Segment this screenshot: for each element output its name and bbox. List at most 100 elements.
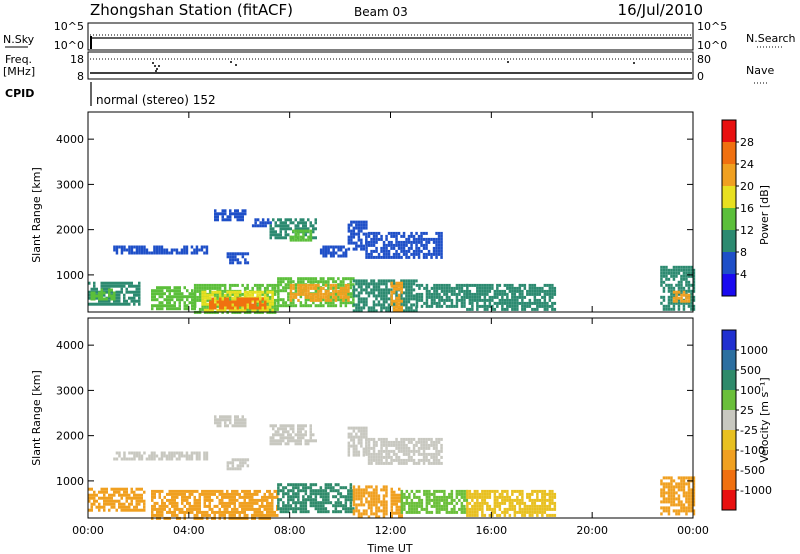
y-tick-label: 3000 <box>56 384 84 397</box>
y-tick-label: 4000 <box>56 133 84 146</box>
colorbar-tick-label: -25 <box>740 424 758 437</box>
power-region-17 <box>251 218 272 228</box>
x-tick-label: 20:00 <box>576 524 608 537</box>
power-region-21 <box>347 220 368 251</box>
colorbar-segment <box>722 252 736 274</box>
nsky-label: N.Sky <box>3 33 35 46</box>
colorbar-tick-label: 4 <box>740 268 747 281</box>
power-colorbar: 28 24 20 16 12 8 4 <box>721 119 754 297</box>
x-tick-label: 16:00 <box>475 524 507 537</box>
power-colorbar-label: Power [dB] <box>758 185 771 245</box>
power-ylabel: Slant Range [km] <box>30 167 43 263</box>
colorbar-tick-label: 100 <box>740 384 761 397</box>
velocity-region-6 <box>466 489 557 517</box>
colorbar-segment <box>722 410 736 430</box>
nave-tick-bottom: 0 <box>697 70 704 83</box>
colorbar-segment <box>722 450 736 470</box>
colorbar-tick-label: 28 <box>740 136 754 149</box>
power-region-22 <box>365 231 443 259</box>
colorbar-frame <box>721 329 737 511</box>
velocity-colorbar: 1000 500 100 25 -25 -100 -500 -1000 <box>721 329 772 511</box>
nsearch-label: N.Search <box>746 32 796 45</box>
power-region-13 <box>672 290 691 303</box>
freq-tick-bottom: 8 <box>77 70 84 83</box>
cpid-value: normal (stereo) 152 <box>96 93 216 107</box>
velocity-region-12 <box>347 426 368 457</box>
power-region-8 <box>352 279 418 313</box>
velocity-colorbar-label: Velocity [m s⁻¹] <box>758 377 771 462</box>
power-region-7 <box>289 283 350 302</box>
power-region-1 <box>90 288 116 301</box>
colorbar-tick-label: -500 <box>740 464 765 477</box>
velocity-region-11 <box>269 424 317 446</box>
velocity-region-7 <box>660 476 696 516</box>
colorbar-tick-label: 24 <box>740 158 754 171</box>
time-xlabel: Time UT <box>366 542 412 554</box>
colorbar-tick-label: 20 <box>740 180 754 193</box>
x-tick-label: 00:00 <box>72 524 104 537</box>
x-tick-label: 04:00 <box>173 524 205 537</box>
freq-label-line1: Freq. <box>5 53 32 66</box>
power-region-19 <box>289 229 313 242</box>
velocity-region-3 <box>352 485 388 519</box>
nsearch-tick-bottom: 10^0 <box>697 39 727 52</box>
power-region-15 <box>214 209 247 222</box>
y-tick-label: 2000 <box>56 430 84 443</box>
velocity-axes: 00:00 04:00 08:00 12:00 16:00 20:00 00:00 1000 2… <box>56 318 709 537</box>
colorbar-segment <box>722 330 736 350</box>
velocity-region-1 <box>151 489 279 520</box>
y-tick-label: 2000 <box>56 224 84 237</box>
power-heatmap <box>88 209 696 314</box>
colorbar-segment <box>722 186 736 208</box>
station-title: Zhongshan Station (fitACF) <box>90 1 293 19</box>
y-tick-label: 1000 <box>56 269 84 282</box>
power-region-11 <box>466 283 557 311</box>
freq-tick-top: 18 <box>70 53 84 66</box>
velocity-ylabel: Slant Range [km] <box>30 370 43 466</box>
nave-tick-top: 80 <box>697 53 711 66</box>
cpid-label: CPID <box>5 87 34 100</box>
freq-label-line2: [MHz] <box>3 65 35 78</box>
colorbar-segment <box>722 274 736 296</box>
power-region-20 <box>319 245 348 258</box>
colorbar-tick-label: 16 <box>740 202 754 215</box>
power-region-14 <box>113 245 209 255</box>
velocity-region-5 <box>400 489 469 514</box>
colorbar-segment <box>722 390 736 410</box>
freq-panel-frame <box>87 51 694 80</box>
y-tick-label: 1000 <box>56 475 84 488</box>
colorbar-tick-label: 12 <box>740 224 754 237</box>
colorbar-segment <box>722 470 736 490</box>
velocity-heatmap <box>88 415 696 520</box>
colorbar-tick-label: -100 <box>740 444 765 457</box>
velocity-region-2 <box>277 483 355 514</box>
velocity-region-10 <box>226 458 250 471</box>
y-tick-label: 4000 <box>56 339 84 352</box>
power-region-9 <box>390 281 403 312</box>
colorbar-tick-label: 500 <box>740 364 761 377</box>
x-tick-label: 08:00 <box>274 524 306 537</box>
colorbar-segment <box>722 208 736 230</box>
nsky-tick-bottom: 10^0 <box>54 39 84 52</box>
power-region-16 <box>226 252 250 265</box>
power-region-10 <box>415 283 469 308</box>
colorbar-segment <box>722 164 736 186</box>
nave-dropouts <box>152 61 635 72</box>
colorbar-segment <box>722 370 736 390</box>
x-tick-label: 12:00 <box>375 524 407 537</box>
date-label: 16/Jul/2010 <box>618 1 703 19</box>
colorbar-segment <box>722 490 736 510</box>
nave-label: Nave <box>746 64 774 77</box>
colorbar-tick-label: 8 <box>740 246 747 259</box>
colorbar-segment <box>722 120 736 142</box>
y-tick-label: 3000 <box>56 178 84 191</box>
colorbar-segment <box>722 430 736 450</box>
colorbar-tick-label: -1000 <box>740 484 772 497</box>
nsky-panel-frame <box>87 22 694 51</box>
colorbar-tick-label: 1000 <box>740 344 768 357</box>
power-region-5 <box>209 297 267 310</box>
x-tick-label: 00:00 <box>677 524 709 537</box>
colorbar-segment <box>722 230 736 252</box>
colorbar-segment <box>722 142 736 164</box>
